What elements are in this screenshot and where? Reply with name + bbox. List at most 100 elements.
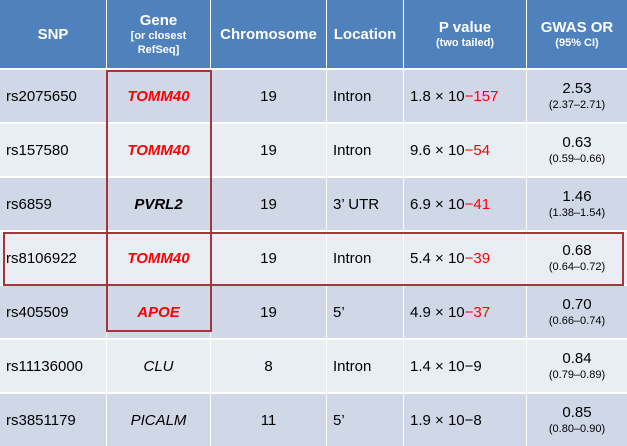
snp-id: rs8106922 [6,249,77,267]
chromosome-value: 8 [264,357,273,375]
header-pvalue-label: P value [438,18,492,36]
header-or-label: GWAS OR [540,18,614,36]
location-value: 5’ [333,411,345,429]
snp-cell: rs405509 [0,286,107,338]
pvalue-base: 1.4 × 10 [410,357,465,375]
gene-cell: CLU [107,340,211,392]
header-pvalue-sub: (two tailed) [435,36,495,49]
header-or: GWAS OR (95% CI) [527,0,627,68]
snp-id: rs3851179 [6,411,76,429]
snp-id: rs157580 [6,141,69,159]
or-cell: 1.46 (1.38–1.54) [527,178,627,230]
pvalue-exponent: −9 [464,357,482,375]
table-row: rs6859 PVRL2 19 3’ UTR 6.9 × 10 −41 1.46 (1.38–… [0,178,627,230]
pvalue-base: 1.8 × 10 [410,87,465,105]
header-gene-sub1: [or closest [130,29,187,42]
pvalue-base: 6.9 × 10 [410,195,465,213]
gene-name: CLU [143,357,174,375]
chromosome-cell: 19 [211,70,327,122]
or-cell: 2.53 (2.37–2.71) [527,70,627,122]
or-value: 0.70 [562,296,592,313]
pvalue-base: 1.9 × 10 [410,411,465,429]
chromosome-value: 19 [260,87,277,105]
snp-cell: rs2075650 [0,70,107,122]
gene-cell: TOMM40 [107,232,211,284]
snp-id: rs6859 [6,195,52,213]
pvalue-base: 4.9 × 10 [410,303,465,321]
header-location: Location [327,0,404,68]
or-ci: (0.80–0.90) [548,423,606,435]
gene-name: PVRL2 [134,195,183,213]
header-snp-label: SNP [37,25,69,43]
pvalue-base: 9.6 × 10 [410,141,465,159]
gene-cell: TOMM40 [107,124,211,176]
pvalue-exponent: −8 [464,411,482,429]
pvalue-cell: 9.6 × 10 −54 [404,124,527,176]
header-gene-sub2: RefSeq] [137,43,180,56]
chromosome-value: 19 [260,195,277,213]
pvalue-cell: 6.9 × 10 −41 [404,178,527,230]
gene-name: PICALM [130,411,187,429]
or-cell: 0.68 (0.64–0.72) [527,232,627,284]
location-value: Intron [333,249,372,267]
pvalue-cell: 4.9 × 10 −37 [404,286,527,338]
pvalue-exponent: −37 [464,303,491,321]
or-value: 2.53 [562,80,592,97]
header-gene: Gene [or closest RefSeq] [107,0,211,68]
gene-cell: PICALM [107,394,211,446]
header-chromosome-label: Chromosome [220,25,317,43]
chromosome-value: 11 [260,411,277,429]
location-cell: 5’ [327,286,404,338]
location-value: 5’ [333,303,345,321]
header-location-label: Location [333,25,397,43]
or-ci: (0.64–0.72) [548,261,606,273]
snp-cell: rs11136000 [0,340,107,392]
location-value: Intron [333,357,372,375]
gene-name: TOMM40 [127,87,190,105]
pvalue-exponent: −54 [464,141,491,159]
header-chromosome: Chromosome [211,0,327,68]
chromosome-value: 19 [260,303,277,321]
table-row: rs3851179 PICALM 11 5’ 1.9 × 10 −8 0.85 (0.80–0… [0,394,627,446]
table-row: rs11136000 CLU 8 Intron 1.4 × 10 −9 0.84 (0.79–… [0,340,627,392]
pvalue-cell: 1.8 × 10 −157 [404,70,527,122]
gene-cell: TOMM40 [107,70,211,122]
or-cell: 0.84 (0.79–0.89) [527,340,627,392]
table-row: rs157580 TOMM40 19 Intron 9.6 × 10 −54 0.63 (0.… [0,124,627,176]
location-cell: 3’ UTR [327,178,404,230]
chromosome-cell: 19 [211,286,327,338]
gene-cell: PVRL2 [107,178,211,230]
gene-name: TOMM40 [127,249,190,267]
chromosome-cell: 11 [211,394,327,446]
snp-cell: rs157580 [0,124,107,176]
snp-cell: rs3851179 [0,394,107,446]
pvalue-exponent: −157 [464,87,499,105]
or-value: 0.63 [562,134,592,151]
location-value: Intron [333,141,372,159]
pvalue-base: 5.4 × 10 [410,249,465,267]
snp-cell: rs6859 [0,178,107,230]
table-row: rs405509 APOE 19 5’ 4.9 × 10 −37 0.70 (0.66–0.7… [0,286,627,338]
or-value: 0.68 [562,242,592,259]
or-ci: (1.38–1.54) [548,207,606,219]
gene-cell: APOE [107,286,211,338]
chromosome-cell: 19 [211,124,327,176]
location-cell: Intron [327,70,404,122]
location-cell: Intron [327,340,404,392]
chromosome-value: 19 [260,141,277,159]
snp-id: rs405509 [6,303,69,321]
chromosome-cell: 19 [211,232,327,284]
snp-id: rs11136000 [6,357,84,375]
snp-cell: rs8106922 [0,232,107,284]
pvalue-exponent: −41 [464,195,491,213]
table-header-row: SNP Gene [or closest RefSeq] Chromosome … [0,0,627,68]
location-value: 3’ UTR [333,195,380,213]
or-value: 0.85 [562,404,592,421]
chromosome-value: 19 [260,249,277,267]
pvalue-cell: 1.9 × 10 −8 [404,394,527,446]
header-gene-label: Gene [139,11,178,29]
gene-name: APOE [137,303,180,321]
gene-name: TOMM40 [127,141,190,159]
table-row: rs8106922 TOMM40 19 Intron 5.4 × 10 −39 0.68 (0… [0,232,627,284]
